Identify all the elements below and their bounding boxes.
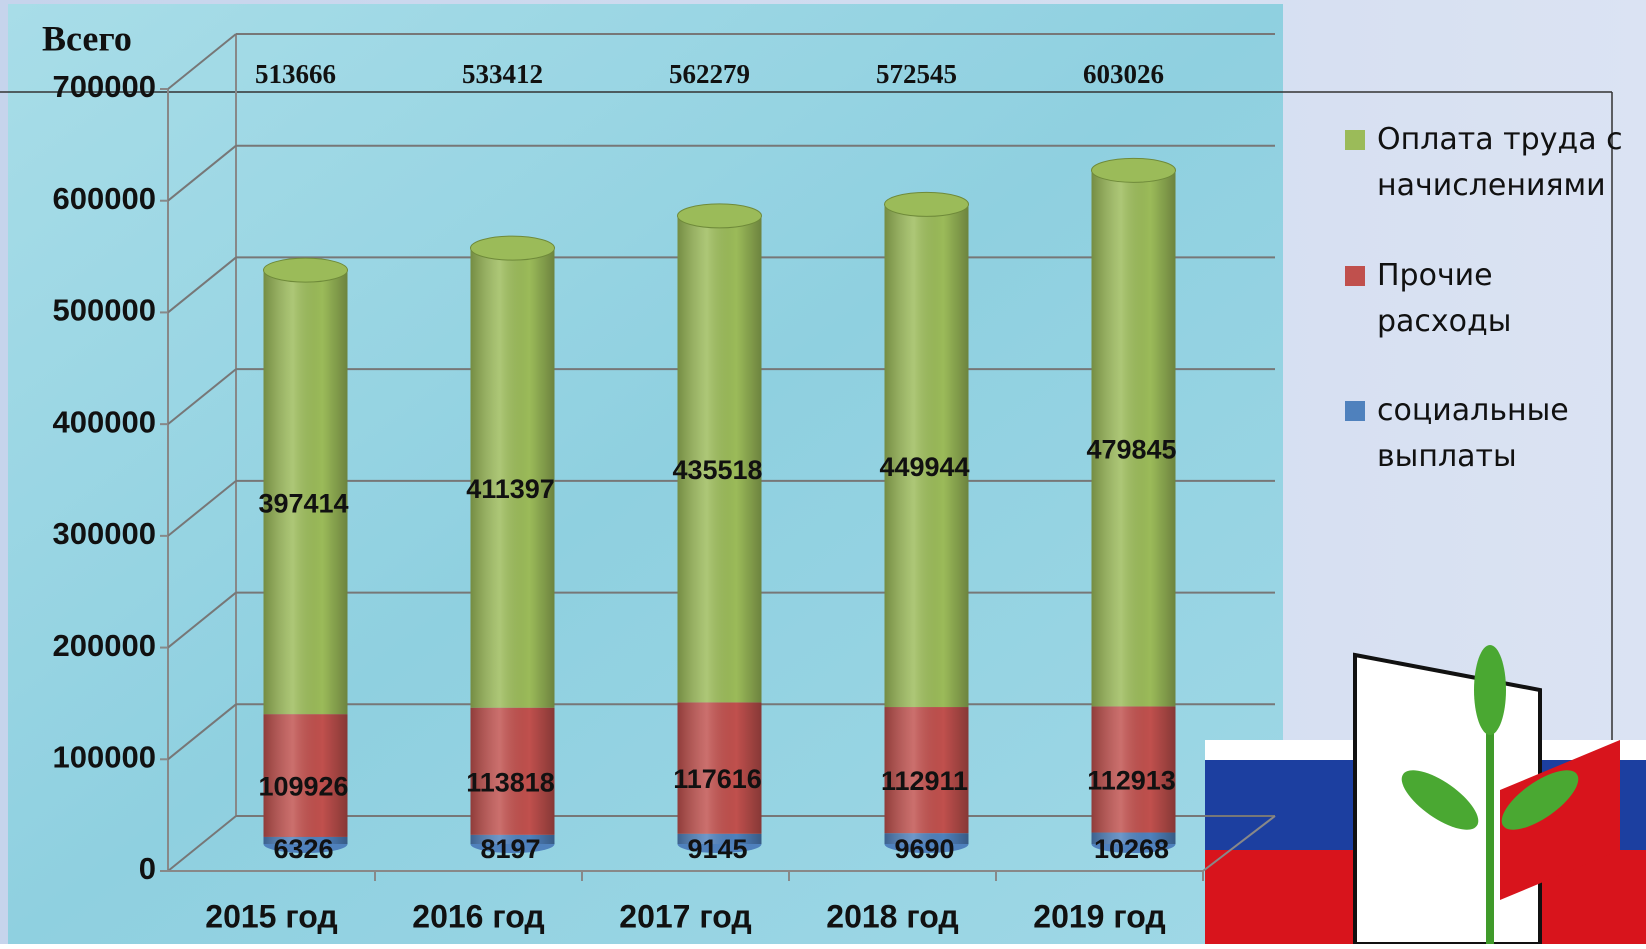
legend-line: выплаты (1377, 439, 1517, 474)
total-label: 562279 (669, 59, 750, 89)
value-label: 9145 (687, 834, 747, 864)
value-label: 397414 (258, 488, 348, 518)
y-tick-label: 300000 (53, 516, 156, 551)
value-label: 117616 (673, 764, 762, 794)
total-label: 513666 (255, 59, 336, 89)
cylinder-top (471, 236, 555, 260)
total-label: 572545 (876, 59, 957, 89)
legend-line: расходы (1377, 304, 1511, 339)
y-tick-label: 100000 (53, 739, 156, 774)
legend-line: социальные (1377, 393, 1569, 428)
legend-line: Прочие (1377, 258, 1493, 293)
value-label: 435518 (672, 455, 762, 485)
chart: Всего 0 100000 200000 300000 400000 500000 600… (0, 0, 1646, 944)
y-tick-label: 700000 (53, 69, 156, 104)
total-label: 533412 (462, 59, 543, 89)
bar-stack (678, 204, 762, 853)
bar-stack (471, 236, 555, 853)
cylinder-top (1092, 158, 1176, 182)
value-label: 411397 (466, 474, 555, 504)
value-label: 109926 (258, 772, 348, 802)
value-label: 479845 (1086, 434, 1176, 464)
cylinder-top (678, 204, 762, 228)
x-tick-label: 2016 год (412, 898, 544, 934)
y-tick-label: 400000 (53, 404, 156, 439)
value-label: 9690 (894, 834, 954, 864)
legend-line: Оплата труда с (1377, 122, 1623, 157)
total-label: 603026 (1083, 59, 1164, 89)
x-tick-label: 2017 год (619, 898, 751, 934)
legend-swatch (1345, 130, 1365, 150)
x-tick-label: 2015 год (205, 898, 337, 934)
legend-line: начислениями (1377, 168, 1606, 203)
y-tick-label: 500000 (53, 293, 156, 328)
value-label: 112913 (1087, 766, 1176, 796)
bar-stack (1092, 158, 1176, 853)
value-label: 113818 (466, 767, 555, 797)
value-label: 112911 (881, 766, 968, 796)
bar-stack (264, 258, 348, 853)
x-tick-label: 2018 год (826, 898, 958, 934)
value-label: 6326 (273, 834, 333, 864)
legend-swatch (1345, 266, 1365, 286)
y-tick-label: 200000 (53, 628, 156, 663)
bar-stack (885, 192, 969, 853)
y-tick-label: 600000 (53, 181, 156, 216)
totals-label: Всего (42, 18, 132, 58)
value-label: 8197 (480, 834, 540, 864)
x-tick-label: 2019 год (1033, 898, 1165, 934)
value-label: 10268 (1094, 834, 1169, 864)
legend-swatch (1345, 401, 1365, 421)
value-label: 449944 (879, 452, 969, 482)
cylinder-top (885, 192, 969, 216)
cylinder-top (264, 258, 348, 282)
y-tick-label: 0 (139, 851, 156, 886)
